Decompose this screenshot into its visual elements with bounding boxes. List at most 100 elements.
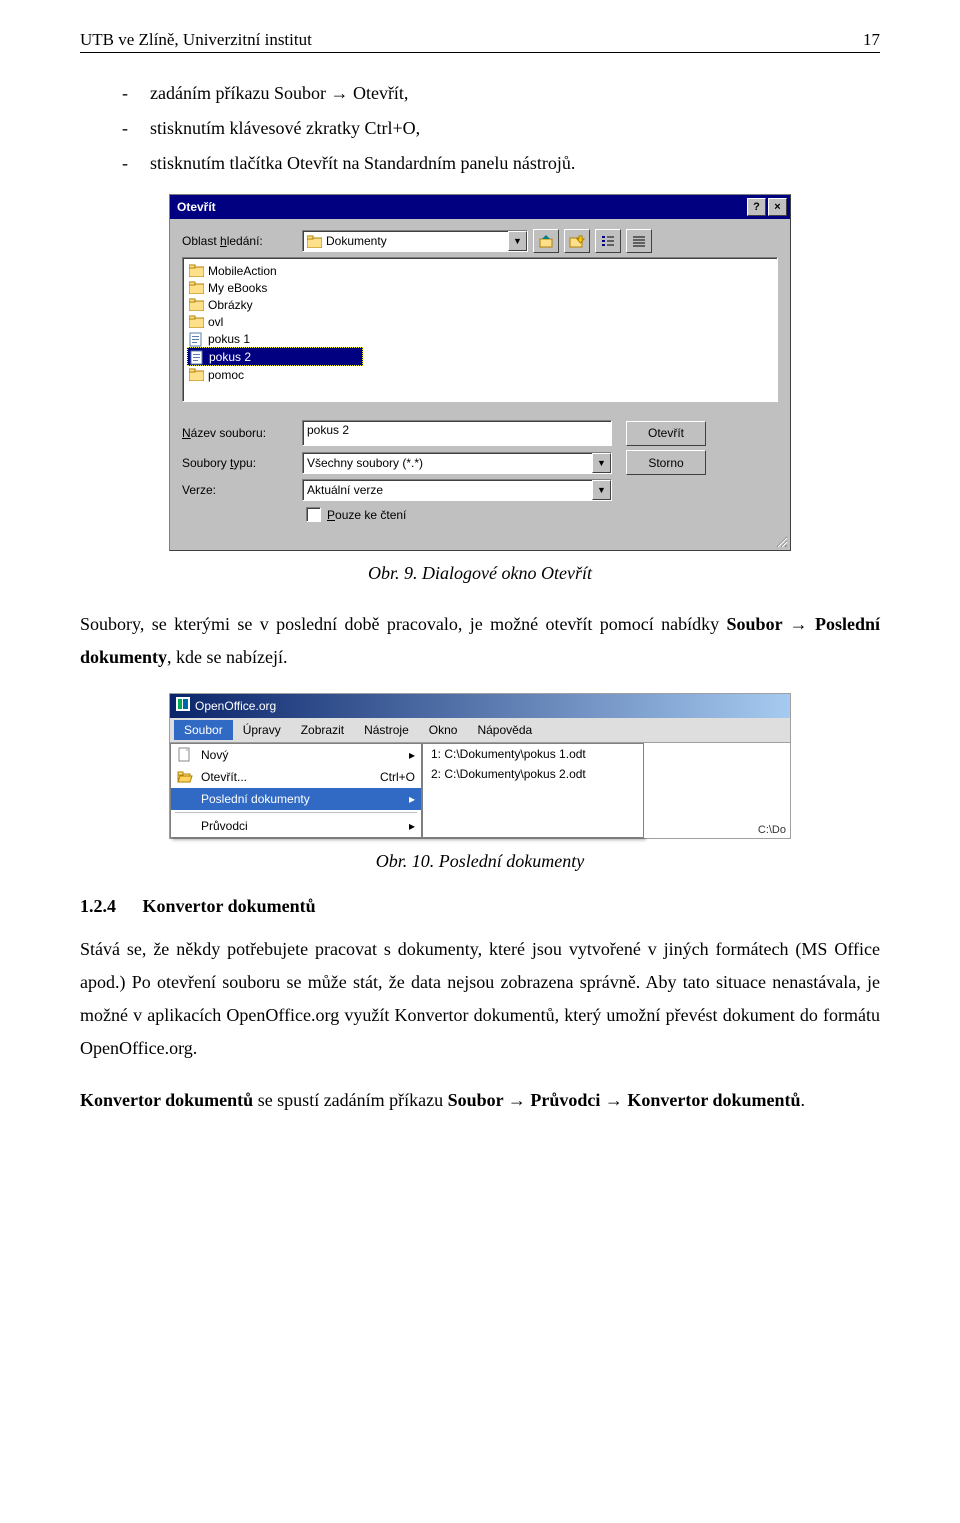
chevron-right-icon: ▸ (409, 819, 415, 833)
menu-item-wizards[interactable]: Průvodci ▸ (171, 815, 421, 837)
file-item[interactable]: pomoc (187, 366, 361, 383)
bullet-text: stisknutím tlačítka Otevřít na Standardn… (150, 153, 575, 174)
file-name: pomoc (208, 368, 244, 382)
figure-caption-9: Obr. 9. Dialogové okno Otevřít (80, 563, 880, 584)
section-number: 1.2.4 (80, 896, 116, 917)
file-item[interactable]: pokus 1 (187, 330, 361, 347)
file-item[interactable]: My eBooks (187, 279, 361, 296)
menu-shortcut: Ctrl+O (380, 770, 415, 784)
file-name: My eBooks (208, 281, 267, 295)
app-icon (176, 697, 190, 714)
menubar: Soubor Úpravy Zobrazit Nástroje Okno Náp… (170, 718, 790, 743)
new-folder-button[interactable] (564, 229, 590, 253)
file-item[interactable]: ovl (187, 313, 361, 330)
document-icon (190, 350, 205, 363)
menu-item-recent[interactable]: Poslední dokumenty ▸ (171, 788, 421, 810)
cancel-button[interactable]: Storno (626, 450, 706, 475)
readonly-label: Pouze ke čtení (327, 508, 406, 522)
document-icon (189, 332, 204, 345)
menu-okno[interactable]: Okno (419, 720, 468, 740)
filename-label: Název souboru: (182, 426, 302, 440)
open-button[interactable]: Otevřít (626, 421, 706, 446)
open-button-label: Otevřít (648, 426, 684, 440)
resize-grip-icon[interactable] (774, 534, 788, 548)
version-value: Aktuální verze (307, 483, 383, 497)
bullet-item: - stisknutím klávesové zkratky Ctrl+O, (122, 118, 880, 139)
file-item[interactable]: Obrázky (187, 296, 361, 313)
folder-icon (189, 368, 204, 381)
recent-doc-item[interactable]: 2: C:\Dokumenty\pokus 2.odt (423, 764, 643, 784)
menu-item-label: Nový (201, 748, 409, 762)
file-name: pokus 2 (209, 350, 251, 364)
menu-item-label: Otevřít... (201, 770, 380, 784)
menu-item-open[interactable]: Otevřít... Ctrl+O (171, 766, 421, 788)
recent-doc-item[interactable]: 1: C:\Dokumenty\pokus 1.odt (423, 744, 643, 764)
menu-nastroje[interactable]: Nástroje (354, 720, 419, 740)
paragraph: Konvertor dokumentů se spustí zadáním př… (80, 1084, 880, 1117)
file-name: pokus 1 (208, 332, 250, 346)
chevron-down-icon[interactable]: ▼ (592, 480, 611, 500)
page-number: 17 (863, 30, 880, 50)
file-name: ovl (208, 315, 223, 329)
version-dropdown[interactable]: Aktuální verze ▼ (302, 479, 612, 501)
paragraph: Soubory, se kterými se v poslední době p… (80, 608, 880, 675)
bullet-item: - stisknutím tlačítka Otevřít na Standar… (122, 153, 880, 174)
header-title: UTB ve Zlíně, Univerzitní institut (80, 30, 312, 50)
folder-icon (189, 298, 204, 311)
menu-screenshot: OpenOffice.org Soubor Úpravy Zobrazit Ná… (169, 693, 791, 839)
file-item[interactable]: MobileAction (187, 262, 361, 279)
app-title: OpenOffice.org (195, 699, 276, 713)
file-list[interactable]: MobileAction My eBooks Obrázky ovl pokus 1 po… (182, 257, 778, 402)
file-name: MobileAction (208, 264, 277, 278)
cancel-button-label: Storno (648, 456, 683, 470)
help-button[interactable]: ? (747, 198, 766, 216)
new-doc-icon (175, 747, 195, 763)
figure-caption-10: Obr. 10. Poslední dokumenty (80, 851, 880, 872)
menu-zobrazit[interactable]: Zobrazit (291, 720, 354, 740)
list-view-button[interactable] (595, 229, 621, 253)
open-dialog: Otevřít ? × Oblast hledání: Dokumenty ▼ (169, 194, 791, 551)
partial-path: C:\Do (758, 824, 786, 836)
dash-icon: - (122, 118, 150, 139)
search-location-value: Dokumenty (326, 234, 387, 248)
readonly-checkbox[interactable] (306, 507, 321, 522)
section-title-text: Konvertor dokumentů (143, 896, 316, 916)
menu-napoveda[interactable]: Nápověda (467, 720, 542, 740)
menu-item-label: Poslední dokumenty (201, 792, 409, 806)
filetype-dropdown[interactable]: Všechny soubory (*.*) ▼ (302, 452, 612, 474)
menu-item-label: Průvodci (201, 819, 409, 833)
menu-soubor[interactable]: Soubor (174, 720, 233, 740)
open-folder-icon (175, 770, 195, 784)
chevron-right-icon: ▸ (409, 748, 415, 762)
menu-separator (175, 812, 417, 813)
chevron-down-icon[interactable]: ▼ (508, 231, 527, 251)
recent-documents-submenu: 1: C:\Dokumenty\pokus 1.odt 2: C:\Dokume… (422, 743, 644, 838)
dash-icon: - (122, 83, 150, 104)
search-location-dropdown[interactable]: Dokumenty ▼ (302, 230, 528, 252)
dash-icon: - (122, 153, 150, 174)
details-view-button[interactable] (626, 229, 652, 253)
menu-item-new[interactable]: Nový ▸ (171, 744, 421, 766)
folder-icon (189, 281, 204, 294)
folder-icon (189, 264, 204, 277)
app-titlebar: OpenOffice.org (170, 694, 790, 718)
menu-upravy[interactable]: Úpravy (233, 720, 291, 740)
bullet-item: - zadáním příkazu Soubor → Otevřít, (122, 83, 880, 104)
chevron-down-icon[interactable]: ▼ (592, 453, 611, 473)
file-name: Obrázky (208, 298, 253, 312)
close-button[interactable]: × (768, 198, 787, 216)
version-label: Verze: (182, 483, 302, 497)
filetype-label: Soubory typu: (182, 456, 302, 470)
file-menu-dropdown: Nový ▸ Otevřít... Ctrl+O Poslední dokume… (170, 743, 422, 838)
file-item[interactable]: pokus 2 (187, 347, 363, 366)
filename-value: pokus 2 (307, 423, 349, 437)
folder-icon (189, 315, 204, 328)
up-folder-button[interactable] (533, 229, 559, 253)
filetype-value: Všechny soubory (*.*) (307, 456, 423, 470)
titlebar: Otevřít ? × (170, 195, 790, 219)
filename-input[interactable]: pokus 2 (302, 420, 612, 446)
folder-icon (307, 235, 322, 248)
bullet-text: stisknutím klávesové zkratky Ctrl+O, (150, 118, 420, 139)
chevron-right-icon: ▸ (409, 792, 415, 806)
section-heading: 1.2.4 Konvertor dokumentů (80, 896, 880, 917)
